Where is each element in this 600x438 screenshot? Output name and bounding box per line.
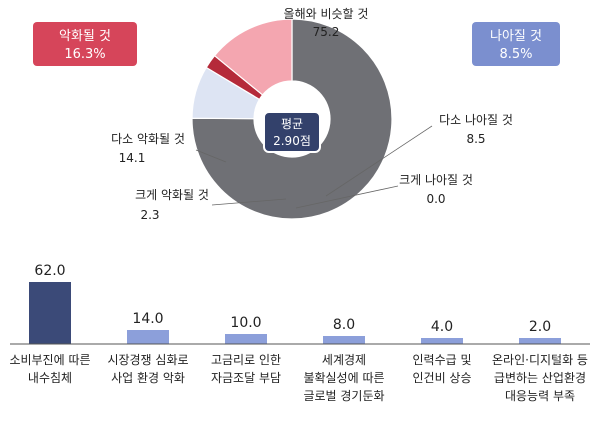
slice-label-value: 75.2 <box>313 25 340 39</box>
category-label: 불확실성에 따른 <box>303 371 384 385</box>
category-label: 글로벌 경기둔화 <box>303 389 384 403</box>
center-value: 2.90점 <box>273 134 311 148</box>
slice-label-name: 크게 악화될 것 <box>135 188 209 202</box>
category-label: 사업 환경 악화 <box>111 371 185 385</box>
category-label: 대응능력 부족 <box>505 389 575 403</box>
donut-slice <box>191 18 393 220</box>
badge-better-value: 8.5% <box>499 47 532 62</box>
leader-line-better-moderate <box>325 125 433 197</box>
badge-worse-bg <box>33 22 137 66</box>
bar <box>519 338 561 344</box>
badge-better-bg <box>472 22 560 66</box>
category-label: 고금리로 인한 <box>211 353 281 367</box>
slice-label-name: 다소 악화될 것 <box>111 132 185 146</box>
bar <box>323 336 365 344</box>
bar-value-label: 4.0 <box>431 319 453 335</box>
category-label: 내수침체 <box>28 371 72 385</box>
badge-worse: 악화될 것 16.3% <box>33 22 137 66</box>
slice-label-name: 다소 나아질 것 <box>439 113 513 127</box>
bar-chart <box>29 282 561 344</box>
bar <box>29 282 71 344</box>
category-label: 급변하는 산업환경 <box>494 371 586 385</box>
slice-label-name: 크게 나아질 것 <box>399 173 473 187</box>
bar-value-label: 2.0 <box>529 319 551 335</box>
slice-label-value: 14.1 <box>119 151 146 165</box>
leader-line-worse-moderate <box>195 149 227 163</box>
bar-value-label: 14.0 <box>132 311 163 327</box>
slice-label-value: 0.0 <box>426 192 445 206</box>
leader-lines <box>195 125 433 209</box>
center-title: 평균 <box>281 117 303 131</box>
category-label: 인건비 상승 <box>412 371 471 385</box>
slice-label-name: 올해와 비슷할 것 <box>284 7 369 21</box>
leader-line-better-severe <box>295 185 399 209</box>
badge-worse-title: 악화될 것 <box>59 29 111 44</box>
category-label: 자금조달 부담 <box>211 371 281 385</box>
category-label: 시장경쟁 심화로 <box>107 353 188 367</box>
bar <box>225 334 267 344</box>
bar-value-label: 10.0 <box>230 315 261 331</box>
badge-better: 나아질 것 8.5% <box>472 22 560 66</box>
center-badge-bg <box>263 111 321 153</box>
center-badge: 평균 2.90점 <box>263 111 321 153</box>
slice-label-value: 8.5 <box>466 132 485 146</box>
donut-slice <box>213 18 293 96</box>
category-label: 세계경제 <box>322 353 366 367</box>
category-label: 소비부진에 따른 <box>9 353 90 367</box>
leader-line-worse-severe <box>211 198 287 206</box>
slice-label-value: 2.3 <box>140 208 159 222</box>
badge-better-title: 나아질 것 <box>490 29 542 44</box>
category-label: 온라인·디지털화 등 <box>492 353 588 367</box>
bar-value-label: 8.0 <box>333 317 355 333</box>
bar <box>421 338 463 344</box>
bar <box>127 330 169 344</box>
badge-worse-value: 16.3% <box>64 47 105 62</box>
category-label: 인력수급 및 <box>412 353 471 367</box>
bar-value-label: 62.0 <box>34 263 65 279</box>
donut-chart <box>191 18 393 220</box>
